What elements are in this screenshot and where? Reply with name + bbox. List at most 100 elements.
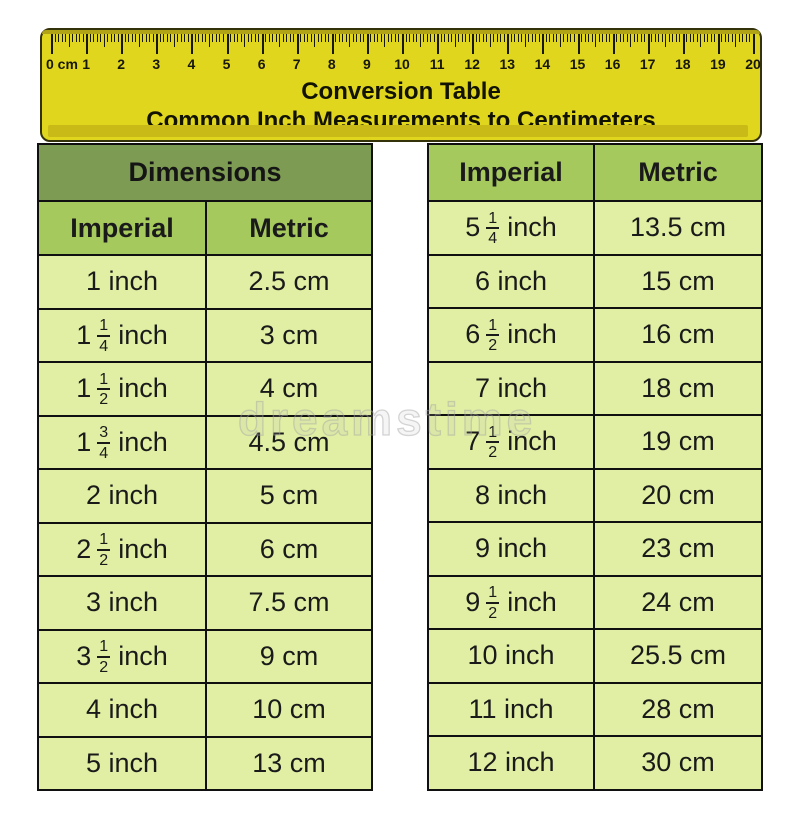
ruler-tick [163, 34, 165, 42]
ruler-tick [581, 34, 582, 42]
ruler-tick [103, 34, 105, 47]
metric-cell: 7.5 cm [207, 577, 371, 629]
ruler-tick [444, 34, 446, 42]
ruler-tick [496, 34, 498, 42]
ruler-tick [682, 34, 685, 54]
ruler-tick [728, 34, 730, 42]
ruler-tick [570, 34, 572, 42]
ruler-tick [356, 34, 358, 42]
ruler-tick [307, 34, 309, 42]
ruler-tick [668, 34, 670, 42]
ruler-tick [152, 34, 154, 42]
ruler-tick [552, 34, 554, 42]
ruler-tick [405, 34, 407, 42]
ruler-number: 9 [362, 56, 371, 72]
ruler-tick [272, 34, 274, 42]
ruler-tick [672, 34, 674, 42]
ruler-tick [110, 34, 112, 42]
ruler-tick [268, 34, 270, 42]
ruler-bottom-strip [48, 125, 748, 137]
imperial-cell: 3 inch [39, 577, 207, 629]
ruler-tick [107, 34, 109, 42]
ruler-tick [149, 34, 151, 42]
ruler-tick [324, 34, 326, 42]
ruler-tick [237, 34, 239, 42]
ruler-tick [321, 34, 323, 42]
ruler-tick [721, 34, 723, 42]
ruler-tick [696, 34, 698, 42]
ruler-number: 10 [394, 56, 410, 72]
ruler-number: 7 [292, 56, 301, 72]
metric-cell: 25.5 cm [595, 630, 761, 682]
ruler-tick [637, 34, 639, 42]
ruler-tick [135, 34, 137, 42]
ruler-tick [349, 34, 351, 47]
ruler-tick [612, 34, 615, 54]
ruler-tick [598, 34, 600, 42]
ruler-tick [366, 34, 369, 54]
right-conversion-table: Imperial Metric 5 1 4 inch 13.5 cm 6 inch 15 c… [427, 143, 763, 791]
ruler-tick [377, 34, 379, 42]
ruler-tick [338, 34, 340, 42]
metric-cell: 30 cm [595, 737, 761, 789]
ruler-tick [707, 34, 709, 42]
ruler-tick [170, 34, 172, 42]
ruler-tick [184, 34, 186, 42]
ruler-tick [317, 34, 319, 42]
imperial-cell: 6 inch [429, 255, 595, 307]
ruler-tick [724, 34, 726, 42]
imperial-cell: 7 1 2 inch [429, 416, 595, 468]
ruler-tick [296, 34, 299, 54]
ruler-tick [79, 34, 81, 42]
ruler-tick [286, 34, 288, 42]
ruler-tick [521, 34, 523, 42]
right-header-row: Imperial Metric [429, 145, 761, 200]
ruler-tick [177, 34, 179, 42]
ruler-tick [753, 34, 755, 54]
ruler-tick [665, 34, 667, 47]
ruler-tick [679, 34, 681, 42]
ruler-tick [416, 34, 418, 42]
ruler-tick [503, 34, 505, 42]
table-row: 2 inch 5 cm [39, 468, 371, 522]
ruler-tick [58, 34, 60, 42]
ruler-tick [121, 34, 124, 54]
ruler-tick [89, 34, 91, 42]
ruler-tick [219, 34, 221, 42]
table-row: 9 inch 23 cm [429, 521, 761, 575]
ruler-tick [208, 34, 210, 47]
ruler-tick [451, 34, 453, 42]
ruler-tick [275, 34, 277, 42]
ruler-tick [602, 34, 604, 42]
ruler-tick [370, 34, 372, 42]
metric-cell: 20 cm [595, 469, 761, 521]
ruler-tick [352, 34, 354, 42]
ruler-number: 14 [534, 56, 551, 72]
imperial-cell: 5 inch [39, 737, 207, 789]
ruler-tick [68, 34, 70, 47]
table-row: 9 1 2 inch 24 cm [429, 574, 761, 628]
ruler-tick [524, 34, 526, 47]
ruler-tick [465, 34, 467, 42]
imperial-column-header: Imperial [429, 145, 595, 200]
imperial-cell: 1 1 4 inch [39, 309, 207, 361]
ruler-tick [54, 34, 56, 42]
table-row: 5 1 4 inch 13.5 cm [429, 200, 761, 254]
ruler-tick [745, 34, 747, 42]
ruler-tick [117, 34, 119, 42]
ruler-tick [528, 34, 530, 42]
ruler-tick [75, 34, 77, 42]
left-header-row: Imperial Metric [39, 200, 371, 254]
ruler-tick [686, 34, 688, 42]
ruler-tick [310, 34, 312, 42]
ruler-tick [300, 34, 302, 42]
metric-cell: 6 cm [207, 523, 371, 575]
ruler-tick [380, 34, 382, 42]
ruler-number: 12 [464, 56, 480, 72]
table-row: 8 inch 20 cm [429, 467, 761, 521]
ruler-number: 11 [429, 56, 445, 72]
ruler-number: 0 cm [46, 56, 78, 72]
metric-cell: 19 cm [595, 416, 761, 468]
